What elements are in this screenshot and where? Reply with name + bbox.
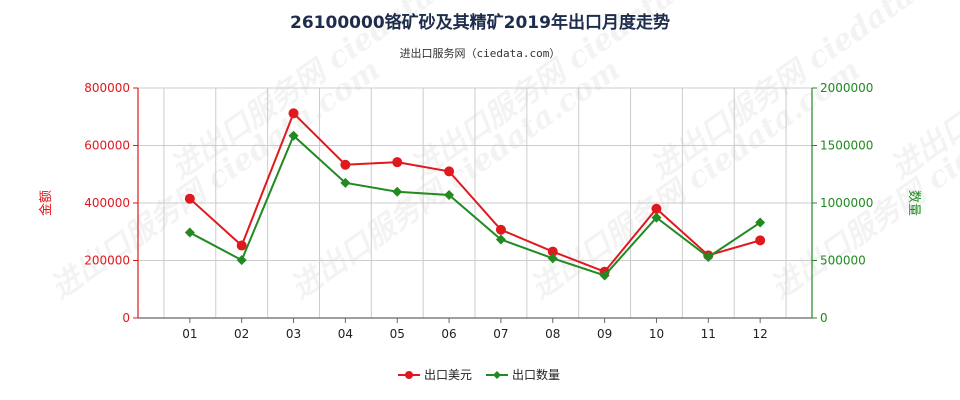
x-tick-label: 02 [234, 327, 249, 341]
data-point [651, 212, 662, 223]
data-point [599, 270, 610, 281]
y-left-tick-label: 400000 [84, 196, 130, 210]
series-line [189, 134, 761, 277]
x-tick-label: 05 [390, 327, 405, 341]
legend-marker [493, 371, 501, 379]
x-tick-label: 07 [493, 327, 508, 341]
x-tick-label: 12 [753, 327, 768, 341]
y-left-axis-label: 金额 [38, 190, 54, 216]
y-left-tick-label: 600000 [84, 139, 130, 153]
data-point [495, 234, 506, 245]
data-point [547, 253, 558, 264]
data-point [755, 217, 766, 228]
x-tick-label: 04 [338, 327, 353, 341]
series-line [189, 111, 761, 273]
data-point [340, 177, 351, 188]
chart-subtitle: 进出口服务网（ciedata.com） [399, 47, 561, 60]
data-point [236, 255, 247, 266]
y-right-tick-label: 500000 [820, 254, 866, 268]
y-left-tick-label: 0 [122, 311, 130, 325]
y-left-tick-label: 800000 [84, 81, 130, 95]
data-point [444, 189, 455, 200]
data-point [703, 252, 714, 263]
x-tick-label: 11 [701, 327, 716, 341]
data-point [651, 203, 662, 214]
data-point [184, 227, 195, 238]
y-right-tick-label: 1500000 [820, 139, 873, 153]
data-point [288, 108, 299, 119]
x-tick-label: 08 [545, 327, 560, 341]
y-right-axis-label: 数量 [906, 190, 921, 216]
chart-title: 26100000铬矿砂及其精矿2019年出口月度走势 [290, 13, 670, 33]
x-tick-label: 10 [649, 327, 664, 341]
legend-marker [405, 371, 413, 379]
y-right-tick-label: 0 [820, 311, 828, 325]
data-point [547, 246, 558, 257]
data-point [288, 130, 299, 141]
legend-label: 出口美元 [424, 368, 472, 382]
data-point [392, 186, 403, 197]
x-tick-label: 06 [441, 327, 456, 341]
y-right-tick-label: 1000000 [820, 196, 873, 210]
y-right-tick-label: 2000000 [820, 81, 873, 95]
x-tick-label: 03 [286, 327, 301, 341]
x-tick-label: 01 [182, 327, 197, 341]
data-point [444, 166, 455, 177]
data-point [495, 224, 506, 235]
legend-label: 出口数量 [512, 367, 560, 382]
x-tick-label: 09 [597, 327, 612, 341]
data-point [184, 193, 195, 204]
data-point [340, 159, 351, 170]
data-point [392, 157, 403, 168]
y-left-tick-label: 200000 [84, 254, 130, 268]
data-point [755, 235, 766, 246]
data-point [236, 240, 247, 251]
